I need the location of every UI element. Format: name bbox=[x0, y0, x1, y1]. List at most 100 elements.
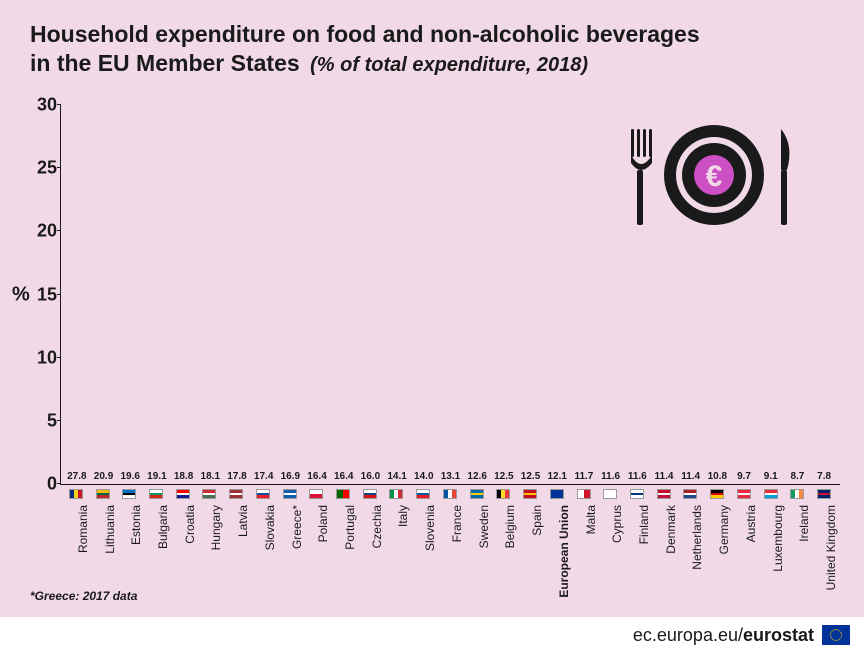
country-flag-icon bbox=[737, 489, 751, 499]
bar-column: 17.8 bbox=[225, 471, 249, 484]
bar-column: 11.4 bbox=[679, 471, 703, 484]
x-label-column: Greece* bbox=[278, 485, 302, 635]
bar-value-label: 10.8 bbox=[708, 471, 727, 482]
bar-value-label: 20.9 bbox=[94, 471, 113, 482]
x-label-column: Portugal bbox=[331, 485, 355, 635]
x-tick-label: European Union bbox=[557, 505, 571, 598]
country-flag-icon bbox=[363, 489, 377, 499]
bar-column: 18.8 bbox=[172, 471, 196, 484]
bar-column: 12.5 bbox=[492, 471, 516, 484]
bar-column: 18.1 bbox=[198, 471, 222, 484]
bar-value-label: 11.6 bbox=[628, 471, 647, 482]
bar-column: 17.4 bbox=[252, 471, 276, 484]
country-flag-icon bbox=[630, 489, 644, 499]
country-flag-icon bbox=[764, 489, 778, 499]
bar-value-label: 16.9 bbox=[281, 471, 300, 482]
x-tick-label: Greece* bbox=[290, 505, 304, 549]
x-tick-label: Germany bbox=[717, 505, 731, 554]
footnote: *Greece: 2017 data bbox=[30, 589, 137, 603]
x-tick-label: Austria bbox=[744, 505, 758, 542]
x-tick-label: Estonia bbox=[129, 505, 143, 545]
bar-column: 9.7 bbox=[732, 471, 756, 484]
bar-column: 16.4 bbox=[305, 471, 329, 484]
x-label-column: Poland bbox=[304, 485, 328, 635]
x-tick-label: Latvia bbox=[236, 505, 250, 537]
bar-value-label: 11.4 bbox=[681, 471, 700, 482]
bar-column: 7.8 bbox=[812, 471, 836, 484]
eu-flag-icon bbox=[822, 625, 850, 645]
country-flag-icon bbox=[283, 489, 297, 499]
x-tick-label: Belgium bbox=[503, 505, 517, 548]
x-label-column: Luxembourg bbox=[759, 485, 783, 635]
bar-value-label: 14.0 bbox=[414, 471, 433, 482]
x-label-column: France bbox=[438, 485, 462, 635]
bar-value-label: 16.4 bbox=[334, 471, 353, 482]
bar-value-label: 11.6 bbox=[601, 471, 620, 482]
country-flag-icon bbox=[336, 489, 350, 499]
x-label-column: Denmark bbox=[652, 485, 676, 635]
x-label-column: Cyprus bbox=[598, 485, 622, 635]
bar-column: 11.4 bbox=[652, 471, 676, 484]
country-flag-icon bbox=[416, 489, 430, 499]
bar-value-label: 18.8 bbox=[174, 471, 193, 482]
bar-column: 9.1 bbox=[759, 471, 783, 484]
x-tick-label: Italy bbox=[396, 505, 410, 527]
country-flag-icon bbox=[69, 489, 83, 499]
x-label-column: Ireland bbox=[785, 485, 809, 635]
x-tick-label: Luxembourg bbox=[771, 505, 785, 572]
bar-column: 14.0 bbox=[412, 471, 436, 484]
y-axis-label: % bbox=[12, 284, 30, 307]
bar-column: 16.9 bbox=[279, 471, 303, 484]
bar-value-label: 9.7 bbox=[737, 471, 751, 482]
x-label-column: Croatia bbox=[171, 485, 195, 635]
x-tick-label: Spain bbox=[530, 505, 544, 536]
country-flag-icon bbox=[149, 489, 163, 499]
bar-column: 11.6 bbox=[599, 471, 623, 484]
x-tick-label: Netherlands bbox=[690, 505, 704, 570]
x-label-column: Estonia bbox=[117, 485, 141, 635]
x-label-column: Austria bbox=[732, 485, 756, 635]
x-label-column: United Kingdom bbox=[812, 485, 836, 635]
x-label-column: Finland bbox=[625, 485, 649, 635]
bar-value-label: 14.1 bbox=[387, 471, 406, 482]
bar-value-label: 9.1 bbox=[764, 471, 778, 482]
country-flag-icon bbox=[122, 489, 136, 499]
x-tick-label: Slovenia bbox=[423, 505, 437, 551]
x-label-column: Germany bbox=[705, 485, 729, 635]
x-tick-label: Hungary bbox=[209, 505, 223, 550]
bar-column: 10.8 bbox=[706, 471, 730, 484]
country-flag-icon bbox=[256, 489, 270, 499]
bar-column: 11.6 bbox=[625, 471, 649, 484]
x-label-column: Italy bbox=[385, 485, 409, 635]
bar-column: 16.4 bbox=[332, 471, 356, 484]
chart-title-line1: Household expenditure on food and non-al… bbox=[30, 20, 834, 49]
x-label-column: Slovenia bbox=[411, 485, 435, 635]
x-label-column: Sweden bbox=[465, 485, 489, 635]
bar-value-label: 8.7 bbox=[790, 471, 804, 482]
x-label-column: Hungary bbox=[198, 485, 222, 635]
x-tick-label: Portugal bbox=[343, 505, 357, 550]
country-flag-icon bbox=[523, 489, 537, 499]
y-tick-label: 0 bbox=[29, 474, 57, 495]
country-flag-icon bbox=[657, 489, 671, 499]
x-tick-label: Czechia bbox=[370, 505, 384, 548]
y-tick-label: 25 bbox=[29, 158, 57, 179]
x-tick-label: Croatia bbox=[183, 505, 197, 544]
bar-value-label: 13.1 bbox=[441, 471, 460, 482]
bar-column: 11.7 bbox=[572, 471, 596, 484]
footer-bar: ec.europa.eu/eurostat bbox=[0, 617, 864, 653]
x-tick-label: Slovakia bbox=[263, 505, 277, 550]
x-label-column: Latvia bbox=[224, 485, 248, 635]
x-tick-label: Poland bbox=[316, 505, 330, 542]
country-flag-icon bbox=[550, 489, 564, 499]
footer-url-bold: eurostat bbox=[743, 625, 814, 646]
bar-value-label: 12.1 bbox=[547, 471, 566, 482]
x-label-column: Netherlands bbox=[679, 485, 703, 635]
country-flag-icon bbox=[496, 489, 510, 499]
country-flag-icon bbox=[229, 489, 243, 499]
bar-column: 27.8 bbox=[65, 471, 89, 484]
country-flag-icon bbox=[790, 489, 804, 499]
x-tick-label: Ireland bbox=[797, 505, 811, 542]
country-flag-icon bbox=[96, 489, 110, 499]
bar-value-label: 11.4 bbox=[655, 471, 674, 482]
